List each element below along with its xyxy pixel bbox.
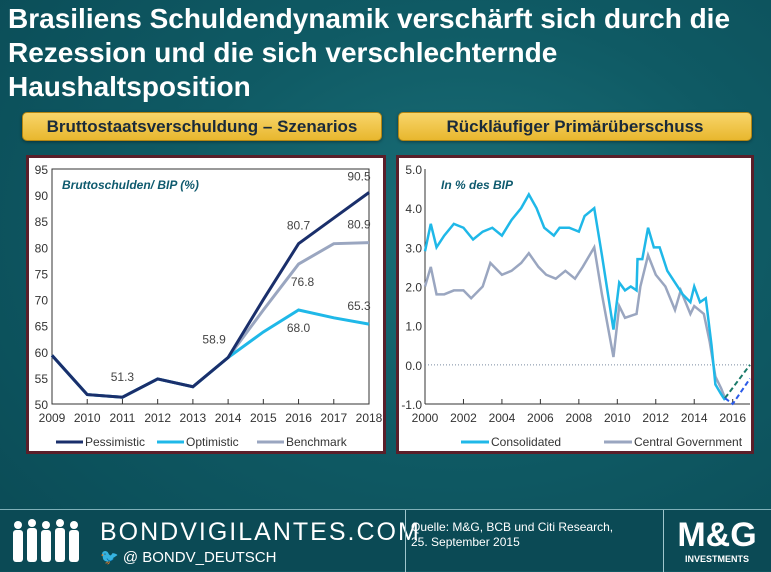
divider — [663, 510, 664, 572]
legend-label: Benchmark — [286, 435, 348, 449]
debt-scenarios-chart: 50 55 60 65 70 75 80 85 90 95 2009 2010 2011 2012 2013… — [35, 163, 383, 449]
data-label: 76.8 — [291, 275, 315, 289]
logo-subtext: INVESTMENTS — [684, 554, 749, 564]
legend-label: Pessimistic — [85, 435, 145, 449]
y-tick-label: 95 — [35, 163, 49, 177]
y-tick-label: 80 — [35, 241, 49, 255]
x-tick-label: 2018 — [356, 411, 383, 425]
y-tick-label: 65 — [35, 320, 49, 334]
x-tick-label: 2016 — [285, 411, 312, 425]
debt-scenarios-chart-panel: 50 55 60 65 70 75 80 85 90 95 2009 2010 2011 2012 2013… — [26, 155, 386, 454]
data-label: 90.5 — [347, 170, 371, 184]
x-tick-label: 2014 — [681, 411, 708, 425]
x-tick-label: 2010 — [604, 411, 631, 425]
y-tick-label: 1.0 — [405, 320, 422, 334]
page-title: Brasiliens Schuldendynamik verschärft si… — [8, 3, 731, 102]
y-tick-label: 4.0 — [405, 202, 422, 216]
chart-title: In % des BIP — [441, 178, 514, 192]
x-tick-label: 2011 — [110, 411, 136, 425]
y-tick-label: 90 — [35, 189, 49, 203]
plot-frame — [51, 168, 370, 405]
data-label: 80.7 — [287, 219, 311, 233]
twitter-handle-text: @ BONDV_DEUTSCH — [122, 549, 277, 566]
x-tick-label: 2012 — [144, 411, 171, 425]
y-tick-label: 5.0 — [405, 163, 422, 177]
legend-label: Consolidated — [491, 435, 561, 449]
x-tick-label: 2016 — [719, 411, 746, 425]
source-line: Quelle: M&G, BCB und Citi Research, — [411, 520, 614, 534]
data-label: 65.3 — [347, 299, 371, 313]
y-tick-label: 75 — [35, 267, 49, 281]
data-label: 51.3 — [111, 370, 135, 384]
x-tick-label: 2004 — [489, 411, 516, 425]
y-tick-label: 3.0 — [405, 241, 422, 255]
y-tick-label: 55 — [35, 372, 49, 386]
y-tick-label: 70 — [35, 294, 49, 308]
x-tick-label: 2002 — [450, 411, 477, 425]
data-label: 80.9 — [347, 218, 371, 232]
y-tick-label: 60 — [35, 346, 49, 360]
x-tick-label: 2000 — [412, 411, 439, 425]
x-tick-label: 2015 — [250, 411, 277, 425]
y-tick-label: 50 — [35, 398, 49, 412]
x-tick-label: 2008 — [565, 411, 592, 425]
y-tick-label: 0.0 — [405, 359, 422, 373]
data-label: 68.0 — [287, 321, 311, 335]
x-tick-label: 2006 — [527, 411, 554, 425]
x-tick-label: 2009 — [39, 411, 66, 425]
left-chart-header: Bruttostaatsverschuldung – Szenarios — [22, 112, 382, 141]
divider — [405, 510, 406, 572]
primary-surplus-chart-panel: -1.0 0.0 1.0 2.0 3.0 4.0 5.0 2000 2002 2004 2006 20… — [396, 155, 754, 454]
legend-label: Optimistic — [186, 435, 239, 449]
source-date: 25. September 2015 — [411, 535, 520, 549]
people-silhouettes-icon — [13, 519, 79, 562]
twitter-icon: 🐦 — [100, 549, 119, 566]
footer: BONDVIGILANTES.COM 🐦 @ BONDV_DEUTSCH Que… — [0, 509, 771, 572]
source-note: Quelle: M&G, BCB und Citi Research, 25. S… — [411, 520, 613, 550]
primary-surplus-chart: -1.0 0.0 1.0 2.0 3.0 4.0 5.0 2000 2002 2004 2006 20… — [401, 163, 751, 449]
twitter-handle[interactable]: 🐦 @ BONDV_DEUTSCH — [100, 548, 276, 566]
series-line-optimistic — [50, 308, 370, 399]
series-line-central — [423, 243, 727, 399]
x-tick-label: 2013 — [180, 411, 207, 425]
x-tick-label: 2012 — [642, 411, 669, 425]
y-tick-label: 2.0 — [405, 281, 422, 295]
logo-text: M&G — [677, 516, 757, 554]
mg-logo: M&G INVESTMENTS — [676, 516, 758, 568]
series-line-pessimistic — [50, 191, 370, 399]
projection-line-proj_green — [724, 364, 751, 399]
right-chart-header: Rückläufiger Primärüberschuss — [398, 112, 752, 141]
data-label: 58.9 — [202, 333, 226, 347]
brand-link[interactable]: BONDVIGILANTES.COM — [100, 518, 421, 546]
x-tick-label: 2010 — [74, 411, 101, 425]
x-tick-label: 2017 — [320, 411, 347, 425]
y-tick-label: 85 — [35, 215, 49, 229]
legend-label: Central Government — [634, 435, 743, 449]
x-tick-label: 2014 — [215, 411, 242, 425]
y-tick-label: -1.0 — [401, 398, 422, 412]
projection-line-proj_blue — [724, 377, 751, 406]
series-line-consolidated — [423, 191, 727, 401]
chart-title: Bruttoschulden/ BIP (%) — [62, 178, 199, 192]
